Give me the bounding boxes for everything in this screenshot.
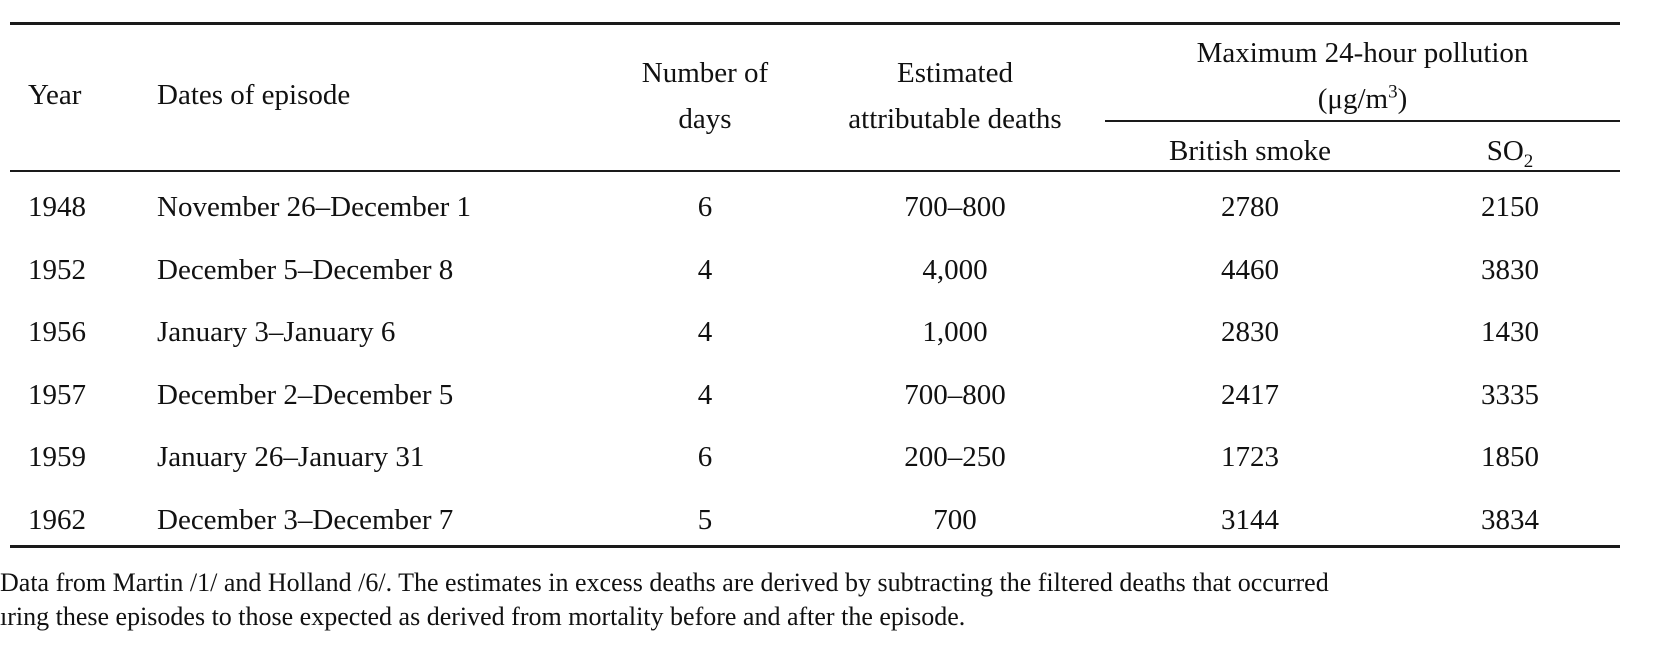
cell-smoke: 3144 xyxy=(1221,503,1279,536)
cell-deaths: 700–800 xyxy=(904,378,1006,411)
cell-smoke: 2830 xyxy=(1221,316,1279,348)
table-bottom-rule xyxy=(10,545,1620,548)
cell-smoke: 1723 xyxy=(1221,441,1279,473)
header-year: Year xyxy=(28,79,82,111)
header-british-smoke: British smoke xyxy=(1169,135,1331,167)
cell-dates: November 26–December 1 xyxy=(157,191,472,223)
table-top-rule xyxy=(10,22,1620,25)
cell-days: 6 xyxy=(697,191,713,223)
cell-so2: 3834 xyxy=(1481,503,1539,536)
cell-dates: January 26–January 31 xyxy=(157,441,425,473)
cell-deaths: 200–250 xyxy=(904,441,1006,473)
cell-dates: December 3–December 7 xyxy=(157,503,454,536)
cell-days: 4 xyxy=(697,378,713,411)
cell-days: 6 xyxy=(697,441,713,473)
header-days-line2: days xyxy=(678,103,732,135)
cell-deaths: 1,000 xyxy=(922,316,988,348)
cell-year: 1959 xyxy=(28,441,86,473)
cell-dates: January 3–January 6 xyxy=(157,316,396,348)
cell-year: 1962 xyxy=(28,503,86,536)
header-deaths-line2: attributable deaths xyxy=(848,103,1062,135)
cell-so2: 3335 xyxy=(1481,378,1539,411)
header-days-line1: Number of xyxy=(641,57,769,89)
cell-so2: 1430 xyxy=(1481,316,1539,348)
cell-year: 1956 xyxy=(28,316,86,348)
header-pollution-unit: (μg/m3) xyxy=(1317,81,1408,115)
header-so2: SO2 xyxy=(1486,135,1534,172)
cell-so2: 3830 xyxy=(1481,253,1539,286)
header-days: Number of days xyxy=(600,50,810,142)
cell-dates: December 2–December 5 xyxy=(157,378,454,411)
cell-smoke: 2417 xyxy=(1221,378,1279,411)
footnote-line-1: Data from Martin /1/ and Holland /6/. Th… xyxy=(0,568,1329,597)
cell-deaths: 4,000 xyxy=(922,253,988,286)
header-pollution-group: Maximum 24-hour pollution (μg/m3) xyxy=(1105,30,1620,122)
cell-year: 1948 xyxy=(28,191,86,223)
footnote-line-2: ıring these episodes to those expected a… xyxy=(0,602,966,631)
cell-days: 5 xyxy=(697,503,713,536)
cell-smoke: 2780 xyxy=(1221,191,1279,223)
cell-days: 4 xyxy=(697,316,713,348)
cell-year: 1952 xyxy=(28,253,86,286)
cell-so2: 2150 xyxy=(1481,191,1539,223)
header-bottom-rule xyxy=(10,170,1620,172)
header-deaths-line1: Estimated xyxy=(897,57,1013,89)
cell-year: 1957 xyxy=(28,378,86,411)
cell-deaths: 700 xyxy=(933,503,977,536)
pollution-group-rule xyxy=(1105,120,1620,122)
cell-deaths: 700–800 xyxy=(904,191,1006,223)
header-dates: Dates of episode xyxy=(157,79,351,111)
header-deaths: Estimated attributable deaths xyxy=(815,50,1095,142)
header-pollution-title: Maximum 24-hour pollution xyxy=(1196,37,1529,69)
cell-so2: 1850 xyxy=(1481,441,1539,473)
cell-dates: December 5–December 8 xyxy=(157,253,454,286)
cell-days: 4 xyxy=(697,253,713,286)
cell-smoke: 4460 xyxy=(1221,253,1279,286)
